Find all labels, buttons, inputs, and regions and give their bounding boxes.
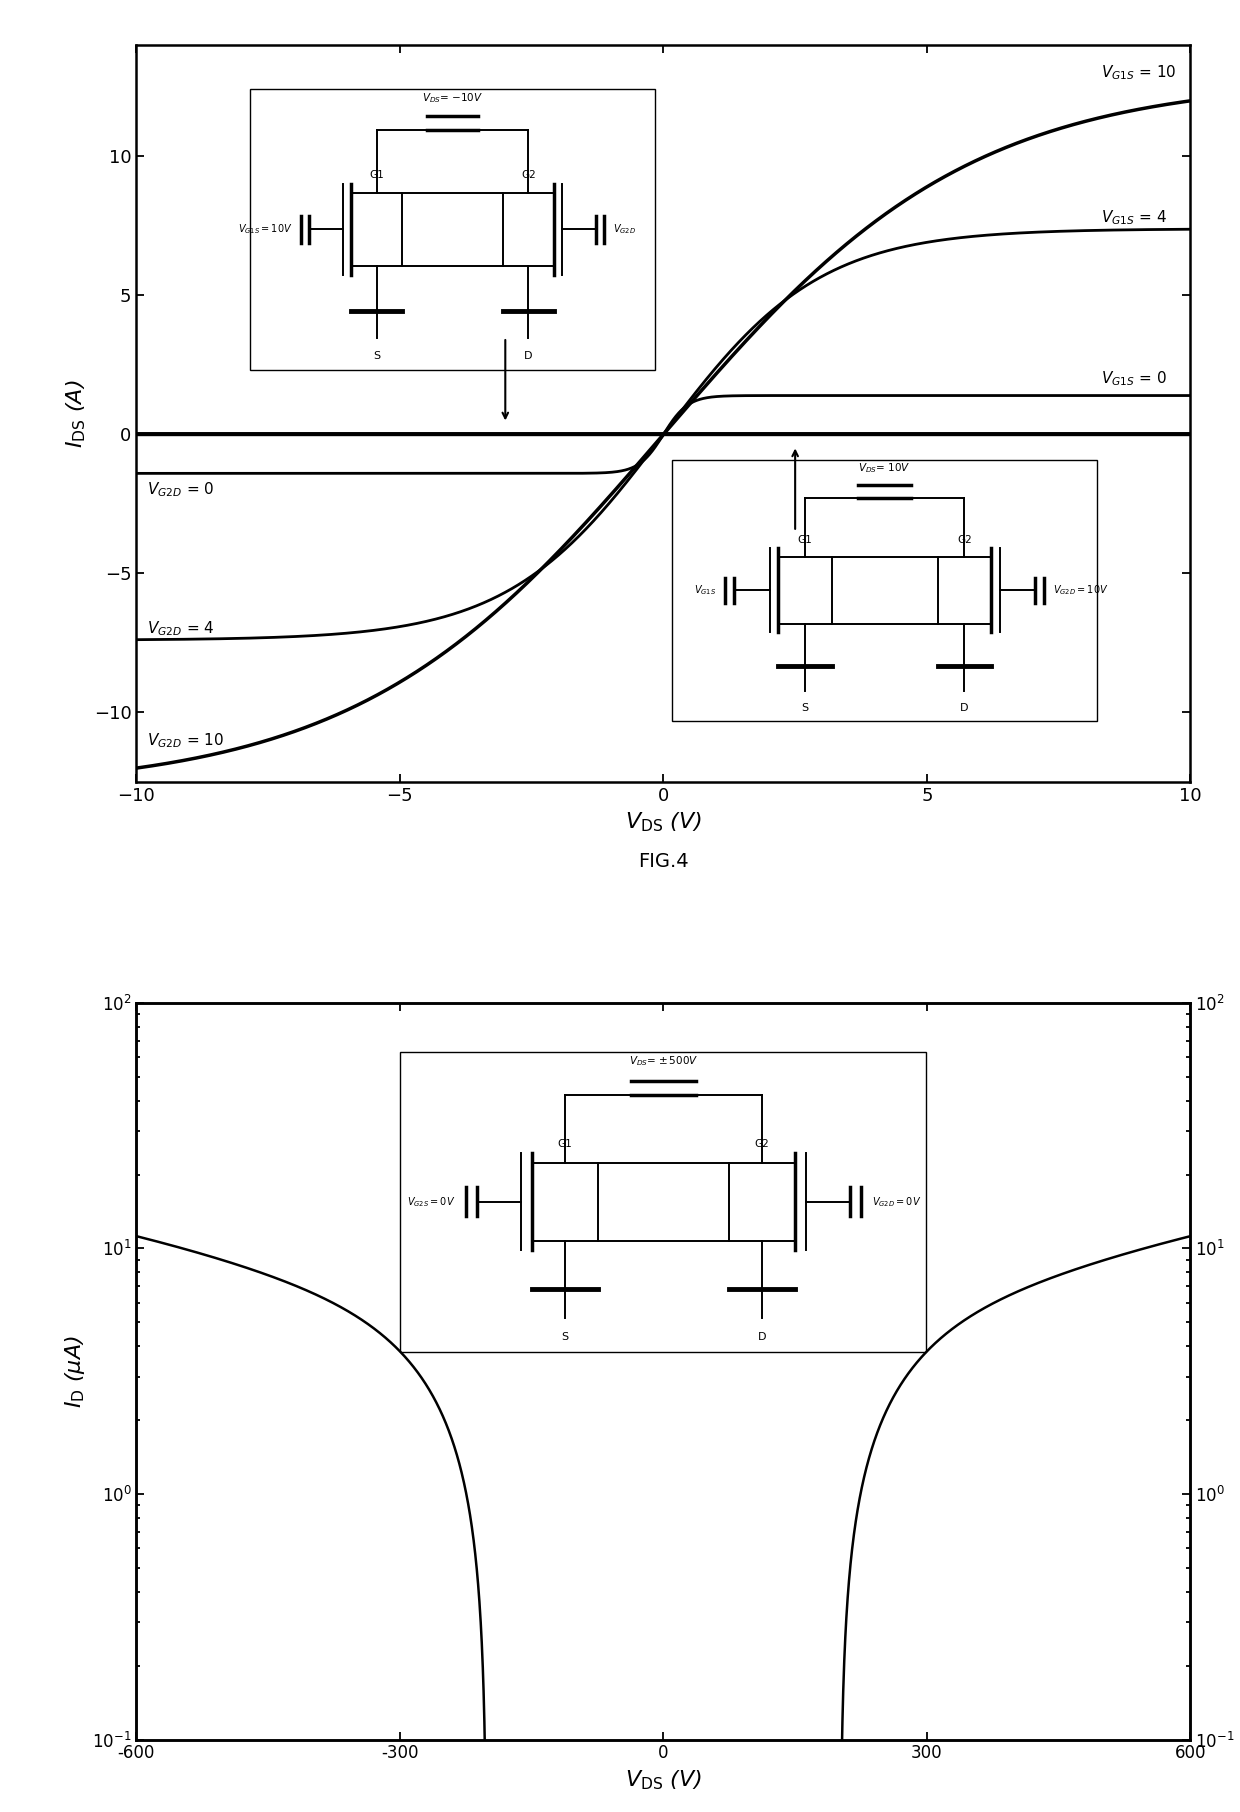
- Text: $V_{G2D}$ = 10: $V_{G2D}$ = 10: [146, 730, 224, 750]
- Text: $V_{G1S}$ = 10: $V_{G1S}$ = 10: [1101, 63, 1177, 83]
- Y-axis label: $I_{\mathrm{D}}$ ($\mu$A): $I_{\mathrm{D}}$ ($\mu$A): [62, 1335, 87, 1408]
- X-axis label: $V_{\mathrm{DS}}$ (V): $V_{\mathrm{DS}}$ (V): [625, 1769, 702, 1792]
- Text: $V_{G1S}$ = 0: $V_{G1S}$ = 0: [1101, 370, 1167, 388]
- Text: $V_{G2D}$ = 0: $V_{G2D}$ = 0: [146, 480, 215, 500]
- Text: FIG.4: FIG.4: [639, 852, 688, 872]
- X-axis label: $V_{\mathrm{DS}}$ (V): $V_{\mathrm{DS}}$ (V): [625, 810, 702, 834]
- Text: $V_{G1S}$ = 4: $V_{G1S}$ = 4: [1101, 208, 1167, 226]
- Y-axis label: $I_{\mathrm{DS}}$ (A): $I_{\mathrm{DS}}$ (A): [64, 379, 88, 448]
- Text: $V_{G2D}$ = 4: $V_{G2D}$ = 4: [146, 620, 215, 638]
